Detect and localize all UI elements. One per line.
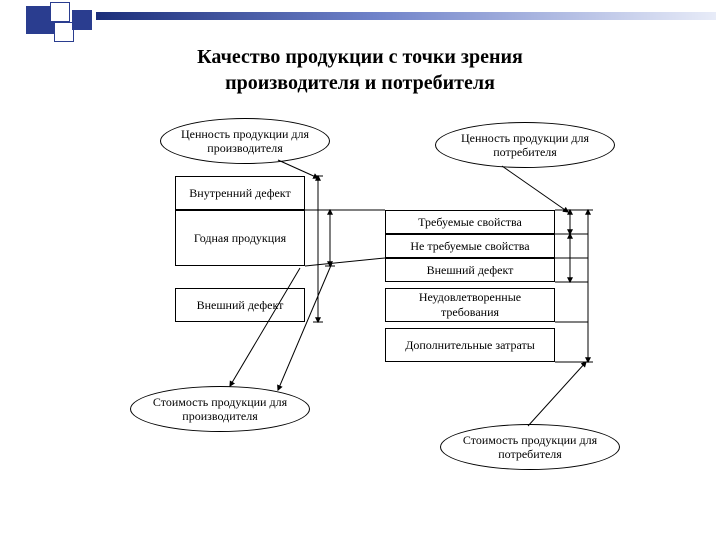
ellipse-value-consumer: Ценность продукции для потребителя xyxy=(435,122,615,168)
title-line2: производителя и потребителя xyxy=(225,72,495,94)
left-box-good-product: Годная продукция xyxy=(175,210,305,266)
decor-square xyxy=(72,10,92,30)
right-box-additional-costs: Дополнительные затраты xyxy=(385,328,555,362)
decor-square xyxy=(50,2,70,22)
page-title: Качество продукции с точки зрения произв… xyxy=(110,44,610,96)
ellipse-cost-consumer: Стоимость продукции для потребителя xyxy=(440,424,620,470)
decor-square xyxy=(54,22,74,42)
left-box-external-defect: Внешний дефект xyxy=(175,288,305,322)
ellipse-cost-producer: Стоимость продукции для производителя xyxy=(130,386,310,432)
decor-gradient-rule xyxy=(96,12,716,20)
ellipse-value-producer: Ценность продукции для производителя xyxy=(160,118,330,164)
right-box-required-props: Требуемые свойства xyxy=(385,210,555,234)
left-box-internal-defect: Внутренний дефект xyxy=(175,176,305,210)
slide-root: Качество продукции с точки зрения произв… xyxy=(0,0,720,540)
right-box-not-required: Не требуемые свойства xyxy=(385,234,555,258)
right-box-unsatisfied-req: Неудовлетворенные требования xyxy=(385,288,555,322)
decor-band xyxy=(0,0,720,32)
title-line1: Качество продукции с точки зрения xyxy=(197,46,523,68)
right-box-external-defect: Внешний дефект xyxy=(385,258,555,282)
diagram-canvas: Ценность продукции для производителя Цен… xyxy=(100,118,650,498)
